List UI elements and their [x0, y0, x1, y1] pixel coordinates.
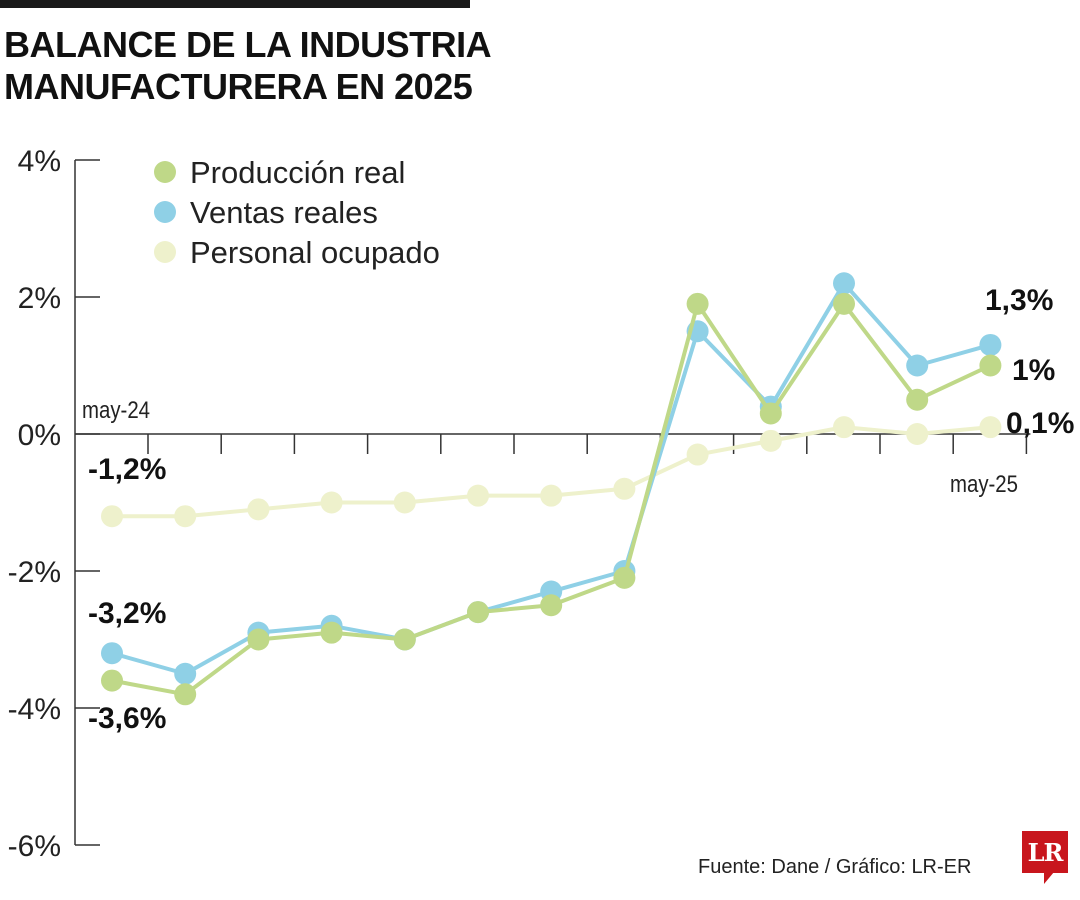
start-label-produccion: -3,6% — [88, 702, 166, 735]
point-personal — [979, 416, 1002, 439]
point-produccion — [833, 292, 855, 315]
point-personal — [320, 491, 343, 514]
x-end-label: may-25 — [950, 470, 1018, 497]
end-label-personal: 0,1% — [1006, 407, 1074, 440]
point-produccion — [320, 621, 343, 644]
legend-marker-produccion — [154, 161, 176, 183]
logo-tail — [1044, 872, 1054, 884]
chart-title: BALANCE DE LA INDUSTRIA MANUFACTURERA EN… — [4, 24, 492, 108]
point-personal — [174, 505, 197, 528]
point-produccion — [686, 292, 709, 315]
point-produccion — [247, 628, 270, 651]
point-produccion — [174, 683, 197, 706]
y-tick-label: -6% — [8, 830, 61, 863]
end-label-produccion: 1% — [1012, 354, 1055, 387]
title-line-2: MANUFACTURERA EN 2025 — [4, 66, 473, 107]
start-label-ventas: -3,2% — [88, 597, 166, 630]
lr-logo: LR — [1022, 831, 1068, 873]
legend-marker-ventas — [154, 201, 176, 223]
y-tick-label: 2% — [18, 282, 61, 315]
y-tick-label: 4% — [18, 145, 61, 178]
point-personal — [906, 423, 929, 445]
legend-marker-personal — [154, 241, 176, 263]
point-produccion — [540, 594, 563, 617]
legend-label-ventas: Ventas reales — [190, 195, 378, 230]
point-personal — [833, 416, 855, 439]
start-label-personal: -1,2% — [88, 453, 166, 486]
y-tick-label: -4% — [8, 693, 61, 726]
point-personal — [101, 505, 123, 528]
point-ventas — [174, 662, 197, 685]
point-personal — [540, 484, 563, 507]
point-produccion — [467, 601, 489, 624]
point-personal — [686, 443, 709, 466]
point-ventas — [833, 272, 855, 295]
y-tick-label: -2% — [8, 556, 61, 589]
point-personal — [247, 498, 270, 521]
top-rule — [0, 0, 470, 8]
point-personal — [393, 491, 416, 514]
legend-label-produccion: Producción real — [190, 155, 405, 190]
point-produccion — [393, 628, 416, 651]
point-personal — [467, 484, 489, 507]
legend-label-personal: Personal ocupado — [190, 235, 440, 270]
point-produccion — [759, 402, 782, 425]
point-produccion — [906, 388, 929, 411]
title-line-1: BALANCE DE LA INDUSTRIA — [4, 24, 492, 65]
source-note: Fuente: Dane / Gráfico: LR-ER — [698, 856, 972, 878]
point-produccion — [613, 566, 636, 589]
point-personal — [613, 477, 636, 500]
point-produccion — [101, 669, 123, 692]
point-personal — [759, 429, 782, 452]
x-start-label: may-24 — [82, 396, 150, 423]
point-ventas — [979, 333, 1002, 356]
point-ventas — [906, 354, 929, 377]
point-produccion — [979, 354, 1002, 377]
point-ventas — [101, 642, 123, 665]
y-tick-label: 0% — [18, 419, 61, 452]
end-label-ventas: 1,3% — [985, 284, 1053, 317]
